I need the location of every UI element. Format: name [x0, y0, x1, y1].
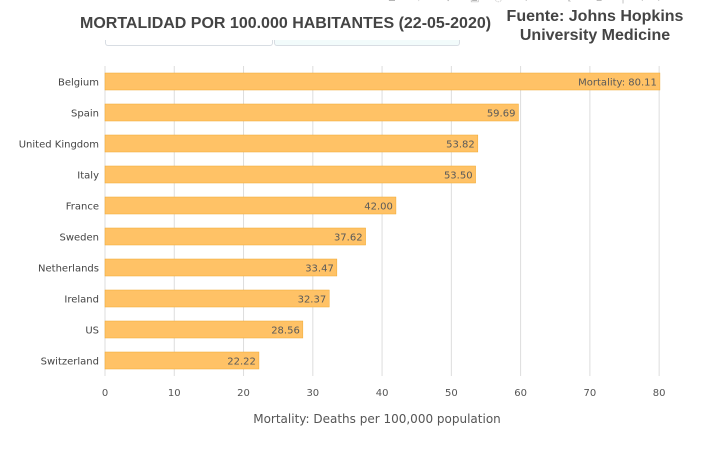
- bar[interactable]: [104, 165, 476, 184]
- category-label: United Kingdom: [19, 140, 99, 151]
- data-label: 59.69: [487, 109, 516, 120]
- x-axis-title: Mortality: Deaths per 100,000 population: [253, 412, 501, 426]
- category-label: Italy: [77, 171, 99, 182]
- category-label: Switzerland: [41, 357, 99, 368]
- source-note: Fuente: Johns Hopkins University Medicin…: [506, 8, 684, 44]
- bar[interactable]: [104, 134, 479, 153]
- x-tick-label: 20: [237, 388, 250, 399]
- chart-title: MORTALIDAD POR 100.000 HABITANTES (22-05…: [80, 15, 492, 32]
- pan-icon[interactable]: ✥: [444, 0, 454, 4]
- modebar: ◘ ⌕ ✥ ▣ ◌ + − ⤢ ⌂ ┼ ◂ ▸: [388, 0, 688, 5]
- category-label: Ireland: [64, 295, 99, 306]
- data-label: 53.82: [446, 140, 475, 151]
- bar[interactable]: [104, 72, 661, 91]
- autoscale-icon[interactable]: ⤢: [568, 0, 578, 4]
- data-label: 22.22: [227, 357, 256, 368]
- x-tick-label: 50: [445, 388, 458, 399]
- x-tick-label: 40: [376, 388, 389, 399]
- data-label: 32.37: [298, 295, 327, 306]
- lasso-icon[interactable]: ◌: [494, 0, 504, 4]
- bar[interactable]: [104, 227, 366, 246]
- x-tick-label: 30: [306, 388, 319, 399]
- data-label: 33.47: [305, 264, 334, 275]
- box-select-icon[interactable]: ▣: [470, 0, 480, 4]
- hover-closest-icon[interactable]: ◂: [638, 0, 648, 4]
- hover-compare-icon[interactable]: ▸: [658, 0, 668, 4]
- category-label: France: [66, 202, 99, 213]
- x-tick-label: 0: [102, 388, 108, 399]
- x-tick-label: 80: [653, 388, 666, 399]
- category-label: Sweden: [59, 233, 99, 244]
- data-label: 37.62: [334, 233, 363, 244]
- data-label: 28.56: [271, 326, 300, 337]
- camera-icon[interactable]: ◘: [388, 0, 398, 4]
- bar[interactable]: [104, 351, 260, 370]
- category-label: Netherlands: [38, 264, 99, 275]
- zoom-in-icon[interactable]: +: [522, 0, 532, 4]
- data-label: 42.00: [364, 202, 393, 213]
- spike-lines-icon[interactable]: ┼: [620, 0, 630, 4]
- bar[interactable]: [104, 103, 519, 122]
- bar[interactable]: [104, 320, 304, 339]
- x-tick-label: 70: [584, 388, 597, 399]
- bar[interactable]: [104, 196, 397, 215]
- zoom-out-icon[interactable]: −: [550, 0, 560, 4]
- bar[interactable]: [104, 289, 330, 308]
- dropdown-control-secondary[interactable]: [274, 40, 460, 46]
- data-label: Mortality: 80.11: [578, 78, 657, 89]
- reset-axes-icon[interactable]: ⌂: [596, 0, 606, 4]
- bar[interactable]: [104, 258, 338, 277]
- category-label: US: [85, 326, 99, 337]
- x-tick-label: 10: [168, 388, 181, 399]
- dropdown-control[interactable]: [105, 40, 273, 46]
- category-label: Belgium: [58, 78, 99, 89]
- category-label: Spain: [71, 109, 99, 120]
- zoom-icon[interactable]: ⌕: [418, 0, 428, 4]
- data-label: 53.50: [444, 171, 473, 182]
- x-tick-label: 60: [514, 388, 527, 399]
